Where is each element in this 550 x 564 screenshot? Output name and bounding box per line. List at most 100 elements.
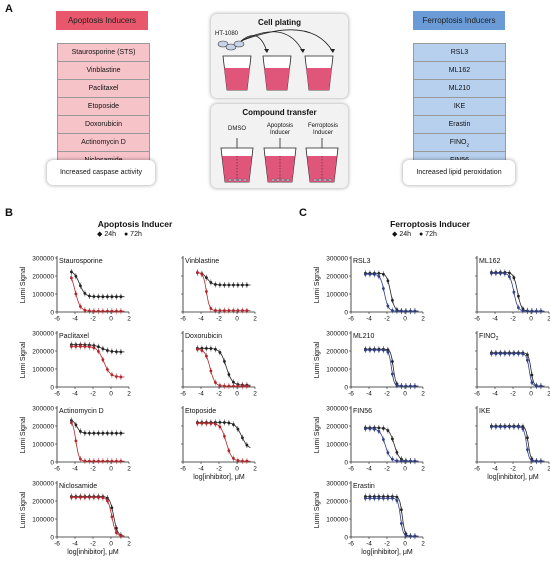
point-24h: [512, 276, 516, 280]
curve-24h-doxorubicin: [196, 347, 251, 386]
curve-24h-erastin: [364, 496, 419, 537]
y-axis-label: Lumi Signal: [314, 416, 321, 453]
x-tick-label: -4: [492, 466, 498, 473]
point-72h: [373, 427, 376, 431]
x-tick-label: 2: [127, 391, 131, 398]
y-tick-label: 100000: [326, 516, 348, 523]
point-72h: [92, 496, 96, 499]
x-axis-label-c-ike: log[inhibitor], μM: [487, 474, 539, 481]
x-tick-label: -4: [198, 466, 204, 473]
point-72h: [232, 457, 235, 460]
point-72h: [88, 496, 91, 499]
x-tick-label: 2: [421, 466, 425, 473]
point-72h: [382, 287, 385, 290]
y-axis-label: Lumi Signal: [20, 341, 27, 378]
y-tick-label: 100000: [32, 366, 54, 373]
plot-title-ml210: ML210: [353, 333, 375, 340]
x-tick-label: -2: [384, 466, 390, 473]
point-72h: [377, 348, 381, 352]
curve-24h-rsl3: [364, 272, 419, 312]
cell-plating-box: Cell plating HT-1080: [211, 14, 348, 98]
point-72h: [200, 273, 204, 276]
y-tick-label: 0: [50, 534, 54, 541]
x-tick-label: -4: [72, 391, 78, 398]
point-24h: [205, 276, 208, 280]
point-24h: [106, 295, 109, 299]
point-24h: [92, 431, 96, 435]
legend-72h-marker-b: ●: [123, 231, 129, 238]
plot-fino2: FINO2 -6 -4 -2 0 2: [474, 331, 550, 398]
x-tick-label: 0: [109, 541, 113, 548]
point-72h: [196, 271, 199, 274]
apoptosis-inducer-list: Staurosporine (STS) Vinblastine Paclitaxel…: [57, 43, 150, 170]
point-72h: [205, 290, 208, 293]
plot-title-ml162: ML162: [479, 258, 501, 265]
y-tick-label: 300000: [32, 330, 54, 337]
point-72h: [106, 309, 109, 313]
x-tick-label: -4: [72, 541, 78, 548]
legend-c: ◆ 24h ● 72h: [392, 230, 437, 238]
point-72h: [494, 271, 498, 275]
point-72h: [92, 459, 96, 463]
point-72h: [209, 422, 213, 425]
point-72h: [400, 522, 403, 525]
curve-72h-doxorubicin: [196, 348, 251, 387]
point-72h: [110, 515, 114, 519]
x-tick-label: -4: [72, 466, 78, 473]
x-tick-label: -2: [90, 391, 96, 398]
point-72h: [382, 348, 385, 352]
point-72h: [409, 309, 412, 313]
point-24h: [74, 274, 78, 278]
point-72h: [209, 369, 213, 373]
point-24h: [209, 347, 213, 350]
lipid-peroxidation-outcome-box: Increased lipid peroxidation: [403, 160, 515, 185]
point-24h: [382, 426, 385, 430]
apoptosis-item-paclitaxel: Paclitaxel: [58, 80, 149, 98]
panel-letter-c: C: [299, 207, 307, 219]
x-tick-label: 2: [547, 391, 550, 398]
point-72h: [218, 425, 222, 429]
point-72h: [368, 348, 372, 352]
point-72h: [535, 309, 538, 313]
plot-title-etoposide: Etoposide: [185, 408, 216, 415]
point-72h: [382, 438, 385, 441]
y-tick-label: 100000: [32, 516, 54, 523]
point-24h: [391, 298, 394, 302]
plot-title-paclitaxel: Paclitaxel: [59, 333, 89, 340]
point-72h: [368, 272, 372, 276]
point-72h: [97, 459, 100, 463]
x-tick-label: -4: [198, 391, 204, 398]
point-72h: [214, 422, 217, 426]
point-72h: [119, 375, 123, 379]
point-24h: [115, 350, 118, 354]
point-24h: [400, 508, 403, 512]
y-tick-label: 200000: [32, 423, 54, 430]
point-72h: [409, 384, 412, 388]
x-tick-label: -2: [384, 541, 390, 548]
point-24h: [391, 437, 394, 441]
point-24h: [79, 429, 82, 433]
point-72h: [236, 309, 240, 312]
point-72h: [539, 309, 543, 313]
ferroptosis-item-fino: FINO2: [414, 134, 505, 152]
x-tick-label: -6: [54, 316, 60, 323]
point-24h: [110, 506, 114, 510]
point-72h: [521, 427, 525, 431]
curve-24h-ike: [490, 425, 545, 462]
legend-24h-marker-b: ◆: [97, 231, 103, 238]
point-72h: [115, 309, 118, 313]
point-24h: [70, 270, 73, 274]
point-72h: [535, 459, 538, 463]
curve-24h-fin56: [364, 427, 419, 462]
x-tick-label: -2: [216, 316, 222, 323]
plot-title-staurosporine: Staurosporine: [59, 258, 103, 265]
x-tick-label: 0: [235, 466, 239, 473]
plot-vinblastine: Vinblastine -6 -4 -2 0 2: [180, 256, 257, 323]
x-tick-label: -2: [90, 316, 96, 323]
x-tick-label: 2: [421, 541, 425, 548]
point-72h: [74, 496, 78, 499]
point-72h: [101, 309, 105, 313]
point-72h: [526, 448, 529, 452]
point-72h: [517, 352, 520, 356]
y-tick-label: 300000: [32, 480, 54, 487]
